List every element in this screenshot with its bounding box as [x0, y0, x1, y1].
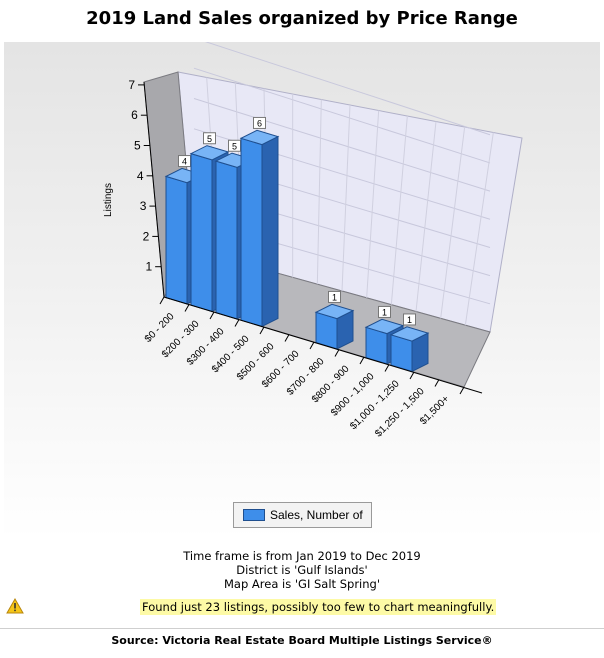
x-tick — [159, 296, 165, 305]
y-tick-label: 1 — [145, 260, 152, 274]
x-axis-line — [163, 296, 483, 394]
source-credit: Source: Victoria Real Estate Board Multi… — [111, 634, 493, 647]
grid-line — [415, 121, 437, 312]
data-label: 1 — [332, 292, 337, 302]
grid-line — [193, 98, 491, 192]
grid-line — [440, 126, 466, 319]
grid-line — [366, 110, 380, 298]
x-tick — [334, 349, 340, 357]
x-tick — [209, 311, 215, 320]
y-axis-label: Listings — [103, 183, 114, 217]
data-label: 5 — [232, 141, 237, 151]
y-tick-label: 3 — [140, 199, 147, 213]
x-tick — [309, 341, 315, 350]
y-tick-label: 4 — [137, 169, 144, 183]
x-tick — [359, 356, 365, 365]
bar-top — [389, 326, 430, 342]
grid-line — [193, 67, 491, 164]
data-label: 6 — [257, 118, 262, 128]
bar: 1 — [314, 290, 355, 350]
data-label-box — [253, 116, 266, 129]
x-tick — [259, 326, 265, 335]
x-tick — [459, 386, 465, 395]
x-tick — [284, 334, 290, 342]
data-label: 1 — [382, 307, 387, 317]
bar: 1 — [389, 313, 430, 373]
grid-line — [204, 42, 491, 136]
data-label-box — [203, 132, 216, 145]
warning-icon — [6, 598, 24, 614]
chart-legend: Sales, Number of — [233, 502, 372, 528]
info-map-area: Map Area is 'GI Salt Spring' — [224, 577, 380, 591]
bar-front — [240, 137, 263, 328]
bar-top — [314, 303, 355, 320]
x-tick — [434, 379, 440, 387]
bar-top — [189, 145, 230, 161]
chart-title: 2019 Land Sales organized by Price Range — [86, 8, 518, 29]
data-label: 4 — [182, 157, 187, 167]
bar: 6 — [239, 116, 280, 328]
bar-front — [165, 175, 188, 305]
data-label-box — [328, 290, 341, 303]
legend-label: Sales, Number of — [270, 508, 363, 522]
y-tick-label: 7 — [128, 78, 135, 92]
data-label-box — [378, 305, 391, 318]
data-label: 1 — [407, 315, 412, 325]
x-tick — [384, 364, 390, 372]
legend-swatch — [243, 509, 265, 521]
x-tick — [409, 371, 415, 380]
y-tick-label: 6 — [131, 108, 138, 122]
info-timeframe: Time frame is from Jan 2019 to Dec 2019 — [183, 549, 421, 563]
bar-front — [190, 152, 213, 313]
x-tick-label: $1,500+ — [418, 393, 452, 427]
bar-side — [261, 135, 279, 328]
grid-line — [390, 115, 408, 305]
footer-divider — [0, 628, 604, 629]
y-axis: 1 2 3 4 5 6 7 — [128, 78, 165, 298]
grid-line — [341, 104, 351, 292]
bar-top — [239, 129, 280, 146]
info-district: District is 'Gulf Islands' — [236, 563, 368, 577]
grid-line — [464, 132, 494, 326]
grid-line — [316, 99, 322, 285]
y-tick-label: 2 — [143, 229, 150, 243]
info-block: Time frame is from Jan 2019 to Dec 2019 … — [0, 549, 604, 591]
x-tick — [184, 304, 190, 312]
x-tick — [234, 319, 240, 327]
warning-message: Found just 23 listings, possibly too few… — [140, 599, 497, 615]
chart-panel: 1 2 3 4 5 6 7 Listings 4 5 5 6 1 1 1 $0 - 200 $200 - 300… — [4, 42, 600, 539]
y-tick-label: 5 — [134, 139, 141, 153]
bar-front — [215, 160, 238, 320]
bar-top — [364, 318, 405, 335]
y-axis-line — [143, 81, 165, 298]
data-label: 5 — [207, 134, 212, 144]
data-label-box — [403, 313, 416, 326]
bar-series: 4 5 5 6 1 1 1 — [164, 116, 430, 373]
